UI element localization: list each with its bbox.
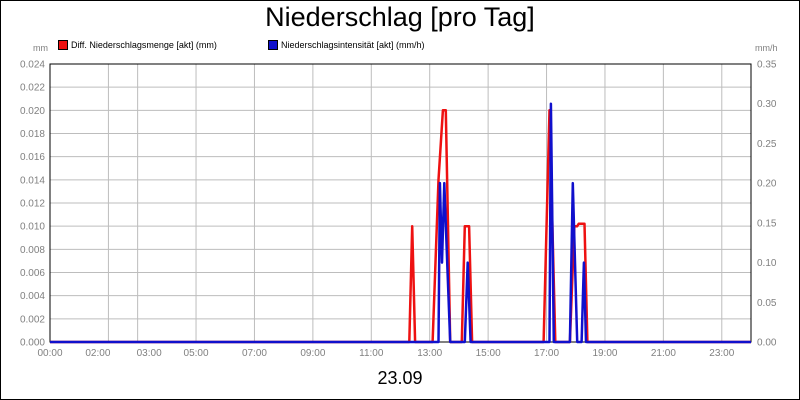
y-left-tick-label: 0.018: [20, 129, 45, 140]
x-tick-label: 15:00: [476, 348, 501, 359]
y-left-tick-label: 0.004: [20, 291, 45, 302]
y-left-tick-label: 0.020: [20, 106, 45, 117]
date-label: 23.09: [377, 368, 423, 388]
legend-item-niederschlagsintensitaet: Niederschlagsintensität [akt] (mm/h): [268, 39, 425, 51]
right-axis-unit: mm/h: [755, 43, 778, 53]
x-tick-label: 23:00: [709, 348, 734, 359]
legend-swatch-blue: [268, 40, 278, 50]
y-right-tick-label: 0.15: [757, 218, 777, 229]
y-right-tick-label: 0.00: [757, 338, 777, 349]
y-left-tick-label: 0.012: [20, 199, 45, 210]
y-left-tick-label: 0.014: [20, 175, 45, 186]
x-tick-label: 11:00: [359, 348, 384, 359]
left-axis-unit: mm: [33, 43, 48, 53]
y-left-tick-label: 0.008: [20, 245, 45, 256]
y-right-tick-label: 0.20: [757, 179, 777, 190]
x-tick-label: 05:00: [184, 348, 209, 359]
y-left-tick-label: 0.024: [20, 60, 45, 71]
x-tick-label: 19:00: [592, 348, 617, 359]
x-tick-label: 17:00: [534, 348, 559, 359]
x-tick-label: 09:00: [300, 348, 325, 359]
x-tick-label: 13:00: [417, 348, 442, 359]
series-line-niederschlagsintensitaet: [50, 102, 751, 344]
y-right-tick-label: 0.25: [757, 139, 777, 150]
y-right-tick-label: 0.10: [757, 258, 777, 269]
y-left-tick-label: 0.022: [20, 83, 45, 94]
legend-label: Niederschlagsintensität [akt] (mm/h): [281, 40, 425, 50]
y-left-tick-label: 0.016: [20, 152, 45, 163]
y-left-tick-label: 0.010: [20, 222, 45, 233]
legend-label: Diff. Niederschlagsmenge [akt] (mm): [71, 40, 217, 50]
x-tick-label: 21:00: [651, 348, 676, 359]
legend-item-niederschlagsmenge: Diff. Niederschlagsmenge [akt] (mm): [58, 39, 217, 51]
y-left-tick-label: 0.000: [20, 338, 45, 349]
legend-swatch-red: [58, 40, 68, 50]
y-right-tick-label: 0.35: [757, 60, 777, 71]
chart-title: Niederschlag [pro Tag]: [265, 2, 535, 32]
y-left-tick-label: 0.006: [20, 268, 45, 279]
y-left-tick-label: 0.002: [20, 314, 45, 325]
x-tick-label: 03:00: [137, 348, 162, 359]
y-right-tick-label: 0.05: [757, 298, 777, 309]
x-tick-label: 02:00: [85, 348, 110, 359]
x-tick-label: 07:00: [242, 348, 267, 359]
y-right-tick-label: 0.30: [757, 99, 777, 110]
x-tick-label: 00:00: [37, 348, 62, 359]
